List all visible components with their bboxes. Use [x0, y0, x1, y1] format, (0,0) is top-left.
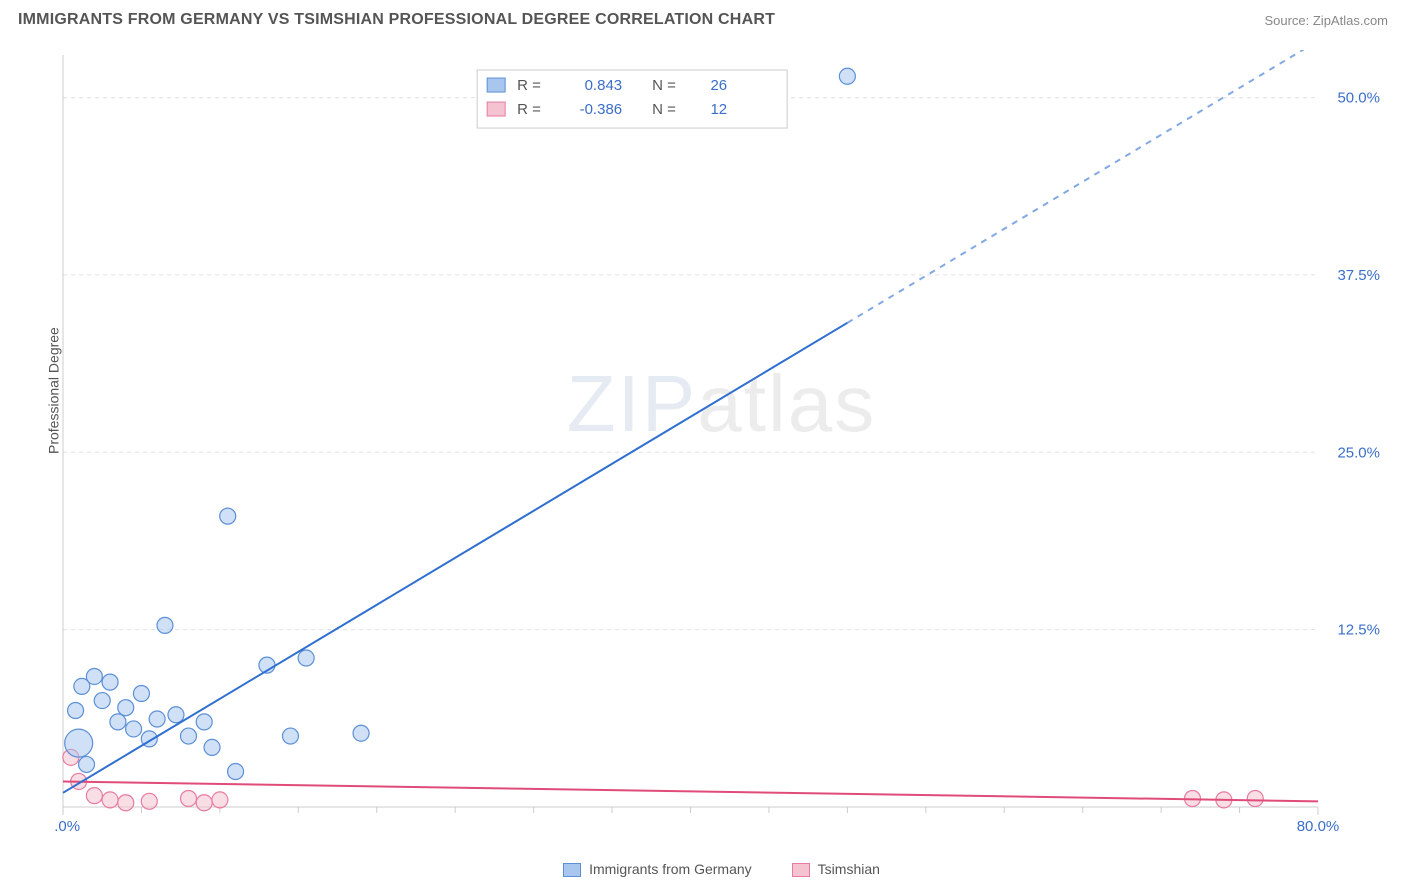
data-point [86, 668, 102, 684]
source-label: Source: ZipAtlas.com [1264, 13, 1388, 28]
data-point [196, 714, 212, 730]
legend-item: Tsimshian [792, 861, 880, 877]
page-title: IMMIGRANTS FROM GERMANY VS TSIMSHIAN PRO… [18, 11, 775, 29]
legend-swatch [487, 78, 505, 92]
y-tick-label: 37.5% [1337, 267, 1380, 284]
legend-swatch [792, 863, 810, 877]
data-point [102, 792, 118, 808]
y-tick-label: 12.5% [1337, 622, 1380, 639]
data-point [133, 685, 149, 701]
correlation-chart: 12.5% 25.0% 37.5% 50.0% 0.0% 80.0% R = 0.843 N =… [55, 50, 1388, 837]
data-point [79, 756, 95, 772]
legend-label: Immigrants from Germany [589, 861, 752, 877]
data-point [118, 795, 134, 811]
header: IMMIGRANTS FROM GERMANY VS TSIMSHIAN PRO… [0, 0, 1406, 40]
bottom-legend: Immigrants from Germany Tsimshian [55, 854, 1388, 884]
data-point [149, 711, 165, 727]
legend-r-value: -0.386 [580, 101, 623, 118]
data-point [110, 714, 126, 730]
data-point [118, 700, 134, 716]
data-point [228, 764, 244, 780]
data-point [157, 617, 173, 633]
data-point [168, 707, 184, 723]
x-tick-label: 80.0% [1297, 818, 1340, 835]
y-tick-label: 50.0% [1337, 90, 1380, 107]
trend-line [63, 781, 1318, 801]
legend-r-label: R = [517, 101, 541, 118]
legend-swatch [563, 863, 581, 877]
data-point [181, 790, 197, 806]
data-point [1247, 790, 1263, 806]
data-point [68, 703, 84, 719]
y-tick-label: 25.0% [1337, 444, 1380, 461]
data-point [212, 792, 228, 808]
data-point [181, 728, 197, 744]
legend-item: Immigrants from Germany [563, 861, 752, 877]
data-point [102, 674, 118, 690]
legend-n-label: N = [652, 101, 676, 118]
legend-swatch [487, 102, 505, 116]
legend-n-label: N = [652, 77, 676, 94]
data-point [86, 788, 102, 804]
legend-n-value: 26 [710, 77, 727, 94]
data-point [220, 508, 236, 524]
legend-n-value: 12 [710, 101, 727, 118]
data-point [94, 693, 110, 709]
data-point [282, 728, 298, 744]
data-point [126, 721, 142, 737]
data-point [298, 650, 314, 666]
data-point [141, 793, 157, 809]
data-point [65, 729, 93, 757]
data-point [204, 739, 220, 755]
x-tick-label: 0.0% [55, 818, 80, 835]
legend-r-value: 0.843 [585, 77, 623, 94]
chart-svg: 12.5% 25.0% 37.5% 50.0% 0.0% 80.0% R = 0.843 N =… [55, 50, 1388, 837]
trend-line-extrapolated [847, 50, 1318, 323]
legend-label: Tsimshian [818, 861, 880, 877]
data-point [839, 68, 855, 84]
data-point [353, 725, 369, 741]
legend-r-label: R = [517, 77, 541, 94]
trend-line [63, 323, 847, 793]
data-point [196, 795, 212, 811]
